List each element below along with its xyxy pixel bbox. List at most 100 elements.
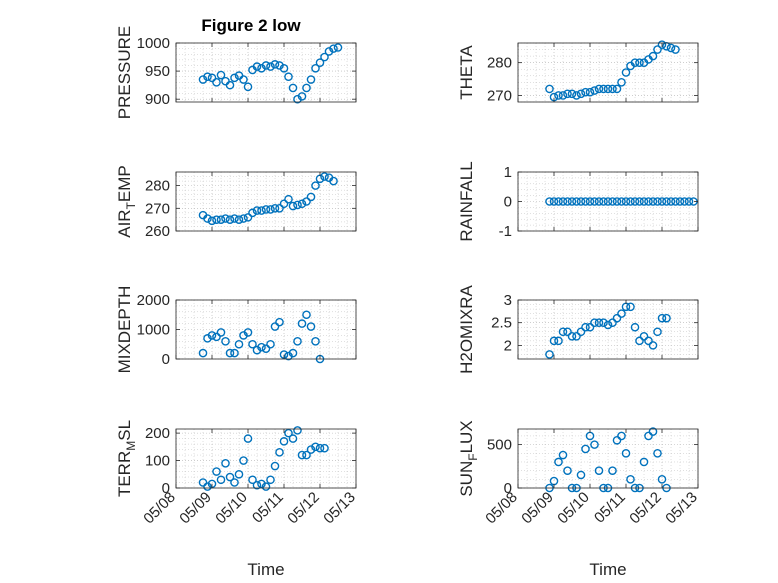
- x-tick-label: 05/12: [626, 489, 665, 528]
- data-point: [252, 62, 262, 71]
- data-point: [243, 213, 253, 222]
- data-point: [563, 466, 572, 475]
- data-point: [252, 206, 262, 215]
- data-point: [648, 427, 658, 436]
- data-point: [617, 309, 626, 318]
- data-point: [320, 172, 329, 181]
- data-point: [630, 322, 640, 332]
- data-point: [275, 448, 284, 457]
- data-point: [315, 58, 325, 67]
- y-tick-label: -1: [499, 223, 512, 240]
- y-axis-label: AIRTEMP: [115, 165, 138, 238]
- data-point: [243, 82, 253, 92]
- data-point: [288, 83, 298, 93]
- data-point: [626, 475, 635, 484]
- data-point: [617, 197, 626, 206]
- x-tick-label: 05/09: [518, 489, 557, 528]
- y-tick-label: 280: [145, 178, 170, 195]
- y-tick-label: 2.5: [491, 315, 512, 332]
- data-point: [630, 197, 640, 206]
- subplot-6: 2 2.5 3 H2OMIXRA: [457, 284, 699, 374]
- plot-area: [176, 43, 356, 102]
- data-point: [198, 348, 208, 358]
- y-tick-label: 0: [504, 194, 512, 211]
- data-point: [230, 73, 239, 83]
- data-point: [198, 75, 208, 84]
- data-point: [545, 197, 554, 206]
- series-points: [198, 43, 343, 104]
- data-point: [225, 348, 235, 358]
- data-point: [572, 91, 581, 100]
- data-point: [306, 322, 316, 331]
- data-point: [545, 350, 554, 359]
- y-tick-label: 260: [145, 223, 170, 240]
- data-point: [248, 475, 257, 485]
- data-point: [599, 318, 608, 327]
- data-point: [612, 435, 622, 445]
- data-point: [563, 197, 572, 206]
- data-point: [653, 327, 662, 337]
- data-point: [563, 327, 572, 337]
- data-point: [329, 44, 338, 53]
- figure-title: Figure 2 low: [201, 16, 301, 35]
- data-point: [288, 348, 298, 358]
- data-point: [576, 197, 586, 206]
- data-point: [297, 319, 307, 328]
- data-point: [558, 197, 568, 206]
- data-point: [284, 72, 293, 82]
- data-point: [576, 327, 586, 337]
- data-point: [608, 84, 617, 94]
- data-point: [684, 197, 694, 206]
- data-point: [302, 83, 311, 93]
- data-point: [648, 341, 658, 350]
- data-point: [270, 204, 280, 213]
- data-point: [212, 78, 221, 87]
- y-axis-label: PRESSURE: [115, 26, 134, 120]
- data-point: [297, 199, 307, 209]
- data-point: [221, 459, 230, 468]
- y-axis-label: THETA: [457, 45, 476, 100]
- data-point: [599, 197, 608, 206]
- data-point: [608, 466, 617, 475]
- data-point: [594, 318, 604, 327]
- data-point: [266, 475, 275, 485]
- data-point: [567, 89, 577, 99]
- data-point: [212, 215, 221, 224]
- x-axis-label: Time: [589, 560, 626, 579]
- data-point: [243, 328, 253, 337]
- axes-box: [175, 42, 357, 103]
- axes-box: [517, 428, 699, 489]
- data-point: [230, 478, 239, 487]
- data-point: [626, 197, 635, 206]
- data-point: [576, 470, 586, 480]
- data-point: [293, 426, 302, 435]
- data-point: [225, 472, 235, 482]
- data-point: [594, 197, 604, 206]
- data-point: [221, 336, 230, 346]
- plot-area: [518, 300, 698, 359]
- data-point: [293, 94, 302, 104]
- data-point: [234, 469, 244, 479]
- x-tick-label: 05/11: [591, 489, 629, 527]
- data-point: [666, 43, 676, 53]
- data-point: [590, 86, 599, 95]
- data-point: [626, 302, 635, 312]
- data-point: [293, 200, 302, 210]
- data-point: [648, 197, 658, 206]
- x-tick-label: 05/08: [140, 489, 179, 528]
- data-point: [261, 61, 271, 70]
- data-point: [585, 87, 595, 97]
- y-tick-label: 100: [145, 453, 170, 470]
- data-point: [225, 80, 235, 90]
- data-point: [581, 322, 590, 332]
- data-point: [270, 60, 280, 69]
- data-point: [639, 457, 649, 467]
- data-point: [644, 336, 653, 346]
- data-point: [590, 318, 599, 327]
- data-point: [297, 450, 307, 460]
- data-point: [239, 75, 248, 84]
